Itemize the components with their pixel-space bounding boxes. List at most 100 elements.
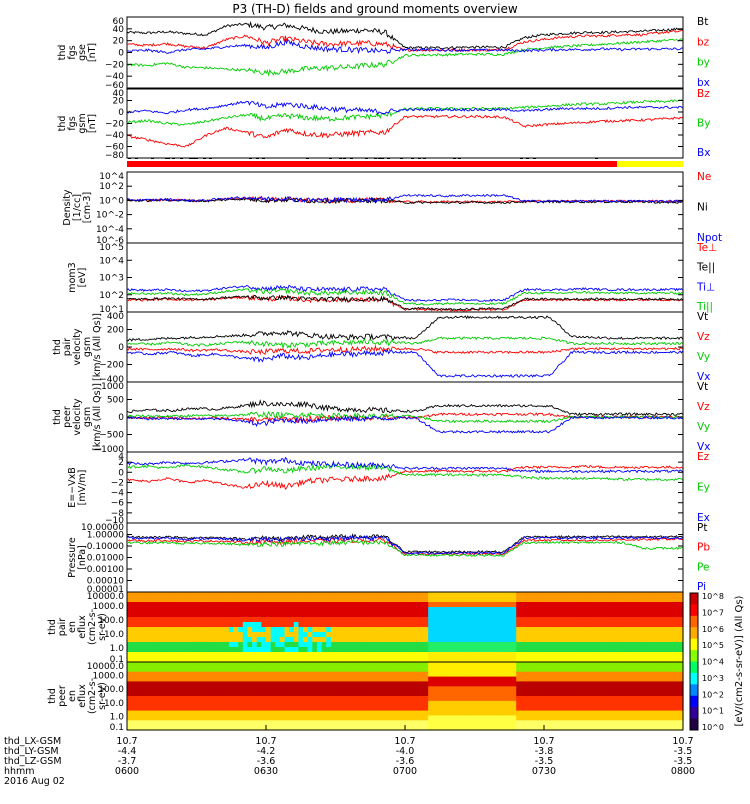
spectrogram-cell [571,691,578,697]
spectrogram-cell [131,705,137,712]
spectrogram-cell [659,597,666,603]
spectrogram-cell [516,647,522,653]
spectrogram-cell [386,671,392,678]
spectrogram-cell [659,637,666,643]
spectrogram-cell [479,700,485,707]
spectrogram-cell [678,612,684,618]
spectrogram-cell [525,676,531,683]
spectrogram-cell [530,725,536,731]
spectrogram-cell [525,597,531,603]
colorbar-segment [690,593,698,605]
spectrogram-cell [312,657,318,663]
spectrogram-cell [145,612,151,618]
spectrogram-cell [488,647,494,653]
spectrogram-cell [261,622,267,628]
spectrogram-cell [131,710,137,717]
spectrogram-cell [349,632,355,638]
spectrogram-cell [567,681,573,687]
spectrogram-cell [520,652,527,658]
spectrogram-cell [497,607,503,613]
spectrogram-cell [256,696,262,702]
spectrogram-cell [497,681,503,687]
spectrogram-cell [224,705,230,712]
spectrogram-cell [233,647,239,653]
spectrogram-cell [201,592,207,598]
spectrogram-cell [381,681,388,687]
spectrogram-cell [196,705,202,712]
spectrogram-cell [316,652,323,658]
spectrogram-cell [627,662,633,668]
spectrogram-cell [511,657,517,663]
spectrogram-cell [557,681,564,687]
spectrogram-cell [548,592,554,598]
spectrogram-cell [224,691,230,697]
spectrogram-cell [140,657,147,663]
spectrogram-cell [502,696,508,702]
spectrogram-cell [136,686,142,692]
spectrogram-cell [613,637,619,643]
spectrogram-cell [659,715,666,721]
spectrogram-cell [604,627,610,633]
spectrogram-cell [201,617,207,623]
spectrogram-cell [493,676,499,683]
spectrogram-cell [622,602,628,608]
spectrogram-cell [562,676,568,683]
spectrogram-cell [678,607,684,613]
spectrogram-cell [242,607,249,613]
spectrogram-cell [330,696,337,702]
spectrogram-cell [219,662,225,668]
spectrogram-cell [215,597,221,603]
spectrogram-cell [645,652,652,658]
spectrogram-cell [497,657,503,663]
spectrogram-cell [636,597,642,603]
spectrogram-cell [632,652,638,658]
spectrogram-cell [210,715,216,721]
spectrogram-cell [604,700,610,707]
spectrogram-cell [127,666,133,673]
y-tick-label: −20 [105,120,124,130]
spectrogram-cell [650,592,656,598]
spectrogram-cell [127,691,133,697]
spectrogram-cell [428,592,434,598]
spectrogram-cell [173,592,179,598]
spectrogram-cell [173,652,179,658]
spectrogram-cell [187,642,193,648]
spectrogram-cell [493,725,499,731]
spectrogram-cell [455,666,462,673]
spectrogram-cell [354,597,360,603]
spectrogram-cell [312,622,318,628]
spectrogram-cell [326,720,332,726]
spectrogram-cell [636,700,642,707]
colorbar-tick-label: 10^3 [702,674,724,683]
spectrogram-cell [196,637,202,643]
spectrogram-cell [173,612,179,618]
legend-entry-vz: Vz [697,331,710,343]
spectrogram-cell [316,720,323,726]
spectrogram-cell [632,671,638,678]
spectrogram-cell [131,715,137,721]
spectrogram-cell [224,676,230,683]
spectrogram-cell [196,686,202,692]
spectrogram-cell [493,627,499,633]
spectrogram-cell [164,617,170,623]
spectrogram-cell [469,700,476,707]
spectrogram-cell [571,642,578,648]
spectrogram-cell [664,705,670,712]
spectrogram-cell [530,652,536,658]
spectrogram-cell [469,696,476,702]
spectrogram-cell [372,627,378,633]
spectrogram-cell [465,632,471,638]
spectrogram-cell [581,642,587,648]
spectrogram-cell [252,696,258,702]
spectrogram-cell [400,725,406,731]
spectrogram-cell [553,637,559,643]
spectrogram-cell [460,666,466,673]
spectrogram-cell [655,627,661,633]
spectrogram-cell [127,657,133,663]
spectrogram-cell [525,602,531,608]
spectrogram-cell [548,705,554,712]
spectrogram-cell [423,686,429,692]
spectrogram-cell [289,627,295,633]
spectrogram-cell [632,602,638,608]
spectrogram-cell [270,720,276,726]
